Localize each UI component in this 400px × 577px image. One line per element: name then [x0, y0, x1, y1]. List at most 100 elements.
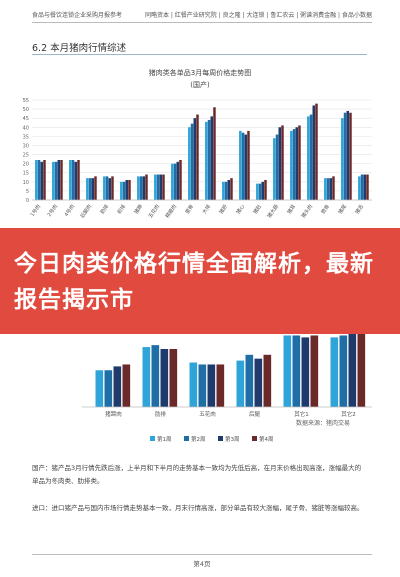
- chart1-bar: [343, 112, 347, 200]
- chart2-bar: [263, 354, 272, 407]
- chart2-bar: [245, 354, 254, 407]
- chart1-bar: [358, 176, 361, 200]
- chart1-bar: [162, 174, 165, 200]
- chart1-bar: [222, 181, 225, 200]
- chart1-ytick-label: 5: [26, 189, 29, 195]
- chart1-category-label: 猪肚: [252, 203, 263, 215]
- chart2-bar: [169, 349, 178, 407]
- chart2-legend-label: 第4周: [259, 435, 274, 443]
- chart1-category-label: 猪肝: [218, 203, 229, 215]
- chart1-category-label: 后腿肉: [79, 203, 93, 219]
- chart1-category-label: 猪尾: [337, 203, 348, 215]
- chart1-category-label: 前排: [116, 203, 127, 215]
- chart1-bar: [60, 160, 63, 200]
- chart1-bar: [224, 181, 228, 200]
- chart1-bar: [309, 114, 313, 200]
- chart1-bar: [88, 178, 92, 200]
- chart1-category-label: 1号肉: [29, 203, 42, 218]
- chart1-bar: [43, 160, 46, 200]
- chart1-bar: [74, 161, 78, 200]
- chart1-category-label: 五花肉: [147, 203, 161, 219]
- chart2-bar: [207, 364, 216, 407]
- page-footer: 第4页: [32, 554, 372, 568]
- chart1-ytick-label: 0: [26, 198, 29, 204]
- chart2-category-label: 后腿: [249, 410, 261, 418]
- chart2-legend-swatch: [218, 436, 223, 441]
- chart1-bar: [156, 174, 160, 200]
- chart1-bar: [190, 123, 194, 200]
- chart1-bar: [54, 161, 58, 200]
- chart1-bar: [145, 174, 148, 200]
- chart1-ytick-label: 25: [23, 153, 29, 159]
- chart1-bar: [230, 178, 233, 200]
- chart2-bar: [339, 335, 348, 407]
- chart1-ytick-label: 50: [23, 107, 29, 113]
- chart2-bar: [189, 362, 198, 407]
- chart1-category-label: 猪大肠: [266, 203, 280, 219]
- chart1-bar: [324, 178, 327, 200]
- chart1-bar: [154, 174, 157, 200]
- chart2-bar: [160, 349, 169, 407]
- chart1-bar: [159, 174, 163, 200]
- chart2-category-label: 猪蹄肉: [105, 410, 122, 418]
- chart1-category-label: 4号肉: [63, 203, 76, 218]
- chart1-bar: [207, 120, 211, 200]
- red-banner: [0, 228, 400, 334]
- chart2-bar: [348, 333, 357, 407]
- chart1-ytick-label: 15: [23, 171, 29, 177]
- chart1-bar: [94, 176, 97, 200]
- chart2-bar: [283, 335, 292, 407]
- banner-headline: 今日肉类价格行情全面解析，最新报告揭示市: [14, 251, 374, 313]
- chart1-title: 猪肉类各单品3月每周价格走势图: [148, 69, 252, 77]
- chart1-bar: [35, 160, 38, 200]
- chart1-bar: [292, 129, 296, 200]
- chart1-bar: [188, 127, 191, 200]
- chart1-bar: [69, 160, 72, 200]
- chart1-bar: [128, 180, 131, 200]
- chart2-bar: [113, 366, 122, 407]
- chart2-legend-label: 第1周: [157, 435, 172, 443]
- chart1-ytick-label: 35: [23, 134, 29, 140]
- chart2-bar: [142, 347, 151, 407]
- chart1-bar: [363, 174, 367, 200]
- chart2-bar: [292, 335, 301, 407]
- paragraph-domestic: 国产：猪产品3月行情先跌后涨，上半月和下半月的走势基本一致均为先低后高，在月末价…: [32, 464, 362, 485]
- chart1-category-label: 筒骨: [320, 203, 331, 215]
- header-right-text: 同略资本 | 红餐产业研究院 | 良之隆 | 大连锁 | 鲁汇农云 | 粥谱消费…: [144, 11, 372, 19]
- source-note: 数据来源：猪肉交易: [296, 420, 351, 427]
- chart2-category-label: 肋排: [155, 410, 167, 418]
- chart1-bar: [258, 183, 262, 200]
- chart1-bar: [244, 134, 248, 200]
- chart1-bar: [57, 160, 61, 200]
- chart1-bar: [329, 178, 333, 200]
- chart2-bar: [357, 329, 366, 407]
- chart1-bar: [77, 160, 80, 200]
- chart1-category-label: 肋排: [99, 203, 110, 215]
- chart1-category-label: 猪心: [235, 203, 246, 215]
- chart1-bar: [247, 130, 250, 200]
- chart2-bar: [254, 358, 263, 407]
- chart2-category-label: 其它1: [294, 410, 309, 418]
- chart1-bar: [111, 176, 114, 200]
- chart2-bar: [95, 370, 104, 407]
- chart1-category-label: 2号肉: [46, 203, 59, 218]
- chart1-bar: [193, 118, 197, 200]
- chart1-bar: [213, 107, 216, 200]
- chart1-ytick-label: 55: [23, 98, 29, 104]
- chart1-ytick-label: 30: [23, 143, 29, 149]
- chart1-ytick-label: 45: [23, 116, 29, 122]
- chart1-bar: [52, 161, 55, 200]
- chart1-bar: [40, 161, 44, 200]
- chart1-bar: [171, 163, 174, 200]
- chart1-category-label: 精瘦肉: [164, 203, 178, 219]
- chart2-legend-label: 第3周: [225, 435, 240, 443]
- chart1-bar: [349, 112, 352, 200]
- chart1-bar: [256, 183, 259, 200]
- chart1-bar: [278, 127, 282, 200]
- chart1-bar: [341, 118, 344, 200]
- chart1-bar: [210, 116, 214, 200]
- chart1-subtitle: (国产): [190, 81, 210, 89]
- chart1-bar: [105, 176, 109, 200]
- chart2-bar: [330, 337, 339, 407]
